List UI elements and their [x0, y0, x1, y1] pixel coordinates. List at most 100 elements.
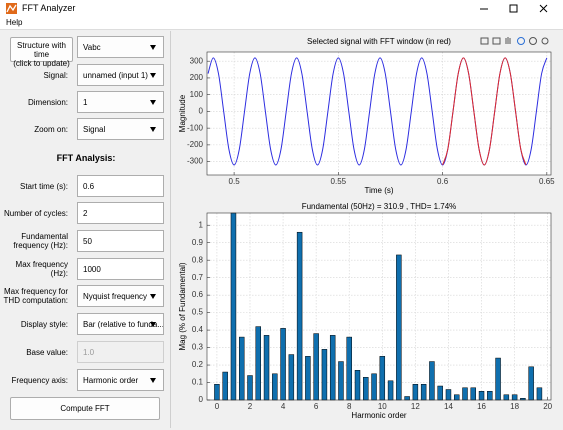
- field-label: Number of cycles:: [3, 208, 68, 218]
- menu-item[interactable]: Help: [6, 18, 23, 27]
- harmonic-bar: [255, 326, 262, 401]
- dropdown-arrow: [150, 378, 156, 383]
- harmonic-bar: [420, 384, 427, 401]
- edit-field[interactable]: 2: [77, 202, 164, 224]
- edit-field[interactable]: 1000: [77, 258, 164, 280]
- y-tick-label: 0.5: [192, 308, 204, 317]
- harmonic-bar: [296, 231, 303, 401]
- plot-toolbar[interactable]: [480, 37, 549, 45]
- field-label: Base value:: [26, 347, 68, 357]
- compute-button[interactable]: Compute FFT: [10, 397, 160, 420]
- x-tick-label: 18: [510, 402, 519, 411]
- harmonic-bar: [288, 354, 295, 401]
- x-tick-label: 12: [411, 402, 420, 411]
- select-text: Vabc: [83, 42, 101, 52]
- harmonic-bar: [478, 391, 485, 401]
- edit-field[interactable]: 0.6: [77, 175, 164, 197]
- plot-area: [207, 52, 551, 175]
- harmonic-bar: [412, 384, 419, 401]
- toolbar-icon[interactable]: [492, 37, 501, 45]
- harmonic-bar: [338, 361, 344, 401]
- toolbar-icon[interactable]: [541, 37, 549, 45]
- dropdown-arrow: [150, 73, 156, 78]
- harmonic-bar: [354, 370, 361, 401]
- harmonic-bar: [313, 333, 319, 401]
- x-tick-label: 10: [378, 402, 387, 411]
- dropdown[interactable]: Harmonic order: [77, 369, 164, 391]
- dropdown[interactable]: 1: [77, 91, 164, 113]
- y-tick-label: -300: [187, 157, 204, 166]
- harmonic-bar: [222, 371, 228, 401]
- y-tick-label: 0.6: [192, 290, 204, 299]
- y-tick-label: 0.8: [192, 255, 204, 264]
- harmonic-bar: [379, 356, 386, 401]
- dropdown[interactable]: unnamed (input 1): [77, 64, 164, 86]
- menu-bar: Help: [0, 17, 563, 30]
- y-tick-label: 200: [190, 73, 204, 82]
- harmonic-bar: [263, 335, 270, 401]
- chart-title: Fundamental (50Hz) = 310.9 , THD= 1.74%: [302, 202, 457, 211]
- harmonic-bar: [329, 335, 336, 401]
- source-button[interactable]: Structure with time (click to update): [10, 37, 73, 68]
- field-label: Dimension:: [27, 97, 68, 107]
- harmonic-bar: [462, 387, 468, 401]
- toolbar-icon[interactable]: [529, 37, 537, 45]
- close-button[interactable]: [539, 4, 548, 13]
- toolbar-icon[interactable]: [505, 37, 511, 44]
- toolbar-icon[interactable]: [517, 37, 525, 45]
- harmonic-bar: [445, 389, 452, 401]
- harmonic-bar: [239, 336, 245, 401]
- dropdown[interactable]: Signal: [77, 118, 164, 140]
- dropdown-arrow: [150, 45, 156, 50]
- harmonic-bar: [305, 356, 311, 401]
- y-tick-label: 1: [199, 220, 204, 229]
- x-tick-label: 0.5: [229, 177, 241, 186]
- field-value: Harmonic order: [83, 375, 139, 385]
- title-bar: FFT Analyzer: [0, 0, 563, 17]
- field-value: 0.6: [83, 181, 95, 191]
- harmonic-bar: [247, 375, 253, 401]
- y-tick-label: -200: [187, 140, 204, 149]
- harmonic-bar: [511, 394, 518, 401]
- y-tick-label: 0.9: [192, 238, 204, 247]
- dropdown-arrow: [150, 322, 156, 327]
- harmonic-bar: [387, 380, 394, 401]
- source-select[interactable]: Vabc: [77, 36, 164, 58]
- field-label: Start time (s):: [19, 181, 68, 191]
- x-tick-label: 14: [444, 402, 453, 411]
- dropdown[interactable]: Nyquist frequency: [77, 285, 164, 307]
- field-value: Bar (relative to funda...: [83, 319, 164, 329]
- toolbar-icon[interactable]: [480, 37, 489, 45]
- harmonic-bar: [280, 328, 286, 401]
- field-label: Max frequency (Hz):: [15, 260, 68, 278]
- axes-box: [206, 51, 552, 176]
- harmonic-bar: [528, 366, 534, 401]
- x-tick-label: 4: [281, 402, 286, 411]
- window-controls[interactable]: [470, 2, 560, 15]
- x-axis-label: Harmonic order: [351, 411, 406, 420]
- edit-field[interactable]: 50: [77, 230, 164, 252]
- x-tick-label: 8: [347, 402, 352, 411]
- signal-line: [442, 57, 527, 166]
- y-tick-label: 300: [190, 56, 204, 65]
- button-text: (click to update): [13, 59, 70, 68]
- harmonic-bar: [470, 387, 476, 401]
- harmonic-bar: [487, 391, 493, 401]
- harmonic-bar: [230, 212, 237, 401]
- x-tick-label: 2: [248, 402, 253, 411]
- app-icon: [6, 3, 17, 14]
- x-tick-label: 0.55: [331, 177, 347, 186]
- field-value: 50: [83, 236, 92, 246]
- field-label: Display style:: [20, 319, 68, 329]
- x-tick-label: 16: [477, 402, 486, 411]
- x-tick-label: 20: [543, 402, 552, 411]
- field-label: Signal:: [43, 70, 68, 80]
- y-tick-label: 0.3: [192, 343, 204, 352]
- field-label: Zoom on:: [34, 124, 68, 134]
- maximize-button[interactable]: [509, 4, 518, 13]
- dropdown[interactable]: Bar (relative to funda...: [77, 313, 164, 335]
- field-label: Fundamental frequency (Hz):: [13, 232, 68, 250]
- section-title: FFT Analysis:: [56, 153, 116, 163]
- control-panel: Structure with time (click to update) Va…: [2, 31, 171, 428]
